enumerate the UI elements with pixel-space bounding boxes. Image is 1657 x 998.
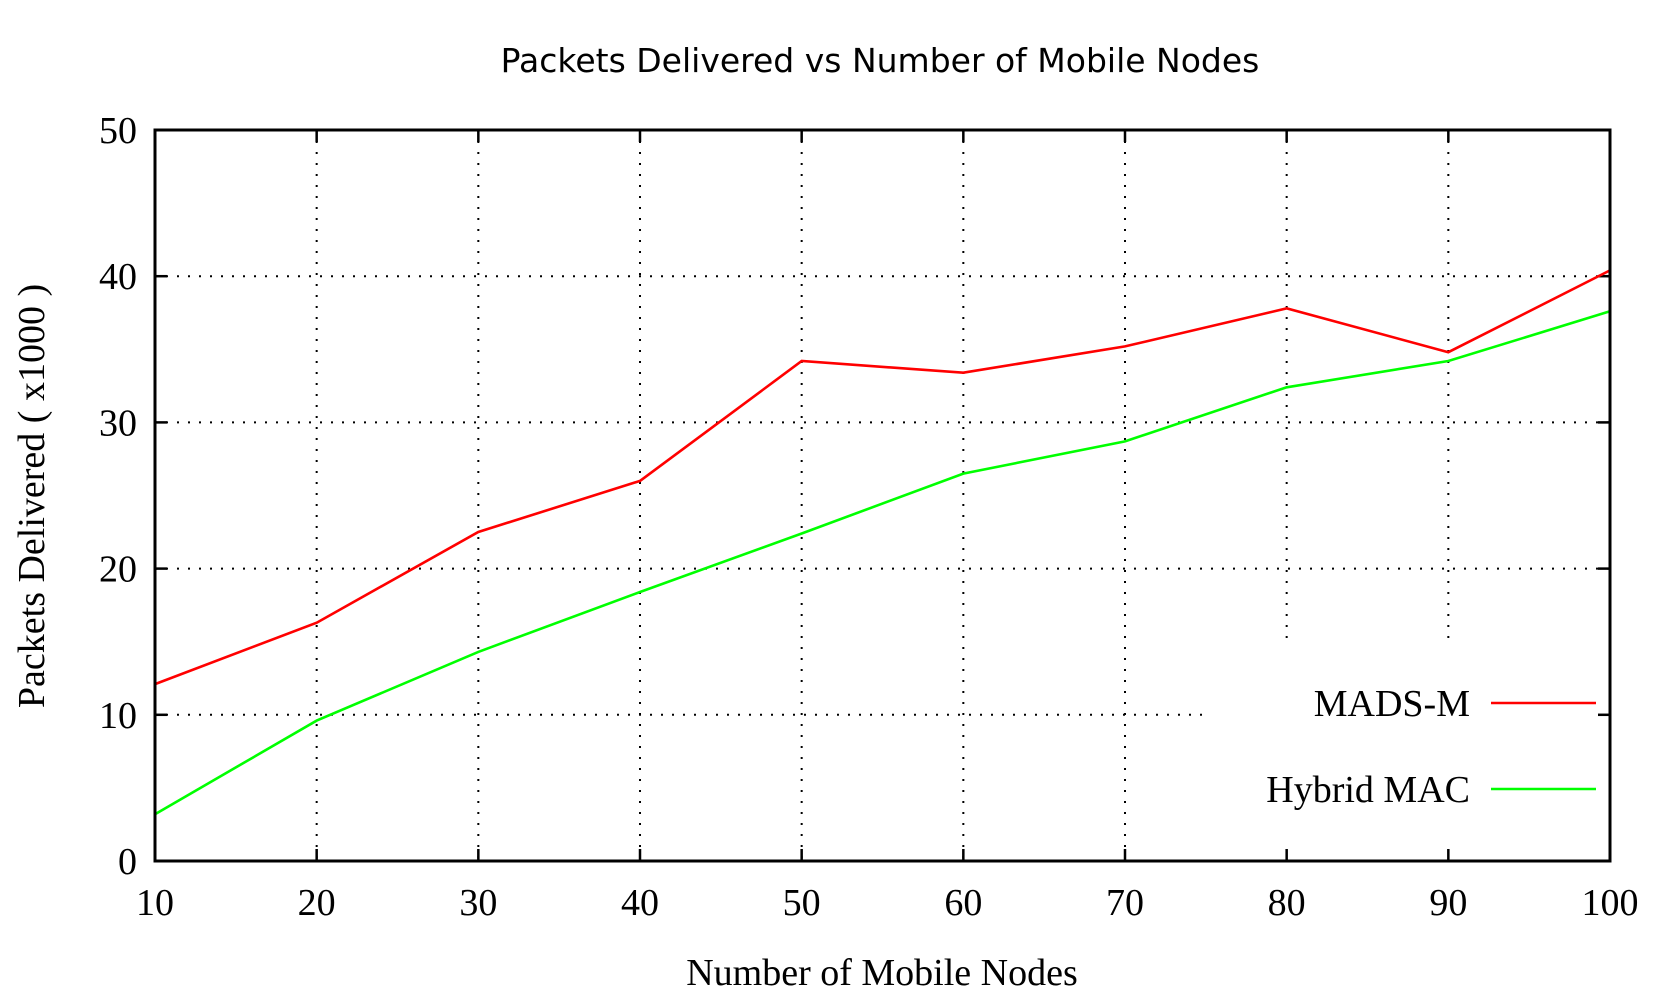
- legend-label-mads-m: MADS-M: [1314, 683, 1470, 725]
- x-tick-label-100: 100: [1582, 882, 1639, 924]
- x-tick-label-50: 50: [783, 882, 821, 924]
- x-tick-label-30: 30: [459, 882, 497, 924]
- x-axis-label: Number of Mobile Nodes: [686, 952, 1078, 993]
- chart-title: Packets Delivered vs Number of Mobile No…: [501, 41, 1260, 80]
- plot-frame: [155, 130, 1610, 861]
- y-tick-label-40: 40: [99, 256, 137, 298]
- y-tick-label-20: 20: [99, 549, 137, 591]
- series-lines: [155, 270, 1610, 814]
- series-line-mads-m: [155, 270, 1610, 684]
- legend-label-hybrid-mac: Hybrid MAC: [1266, 769, 1470, 811]
- y-tick-label-30: 30: [99, 402, 137, 444]
- axis-ticks: [155, 130, 1610, 861]
- y-axis-label: Packets Delivered ( x1000 ): [11, 284, 53, 708]
- x-tick-label-90: 90: [1429, 882, 1467, 924]
- grid-lines: [155, 130, 1610, 861]
- x-tick-label-60: 60: [944, 882, 982, 924]
- x-tick-label-70: 70: [1106, 882, 1144, 924]
- series-line-hybrid-mac: [155, 311, 1610, 814]
- y-tick-label-0: 0: [118, 841, 137, 883]
- x-tick-label-20: 20: [298, 882, 336, 924]
- y-tick-label-10: 10: [99, 695, 137, 737]
- x-tick-label-40: 40: [621, 882, 659, 924]
- legend: MADS-M Hybrid MAC: [1266, 683, 1596, 811]
- x-tick-label-80: 80: [1268, 882, 1306, 924]
- y-tick-label-50: 50: [99, 110, 137, 152]
- x-tick-label-10: 10: [136, 882, 174, 924]
